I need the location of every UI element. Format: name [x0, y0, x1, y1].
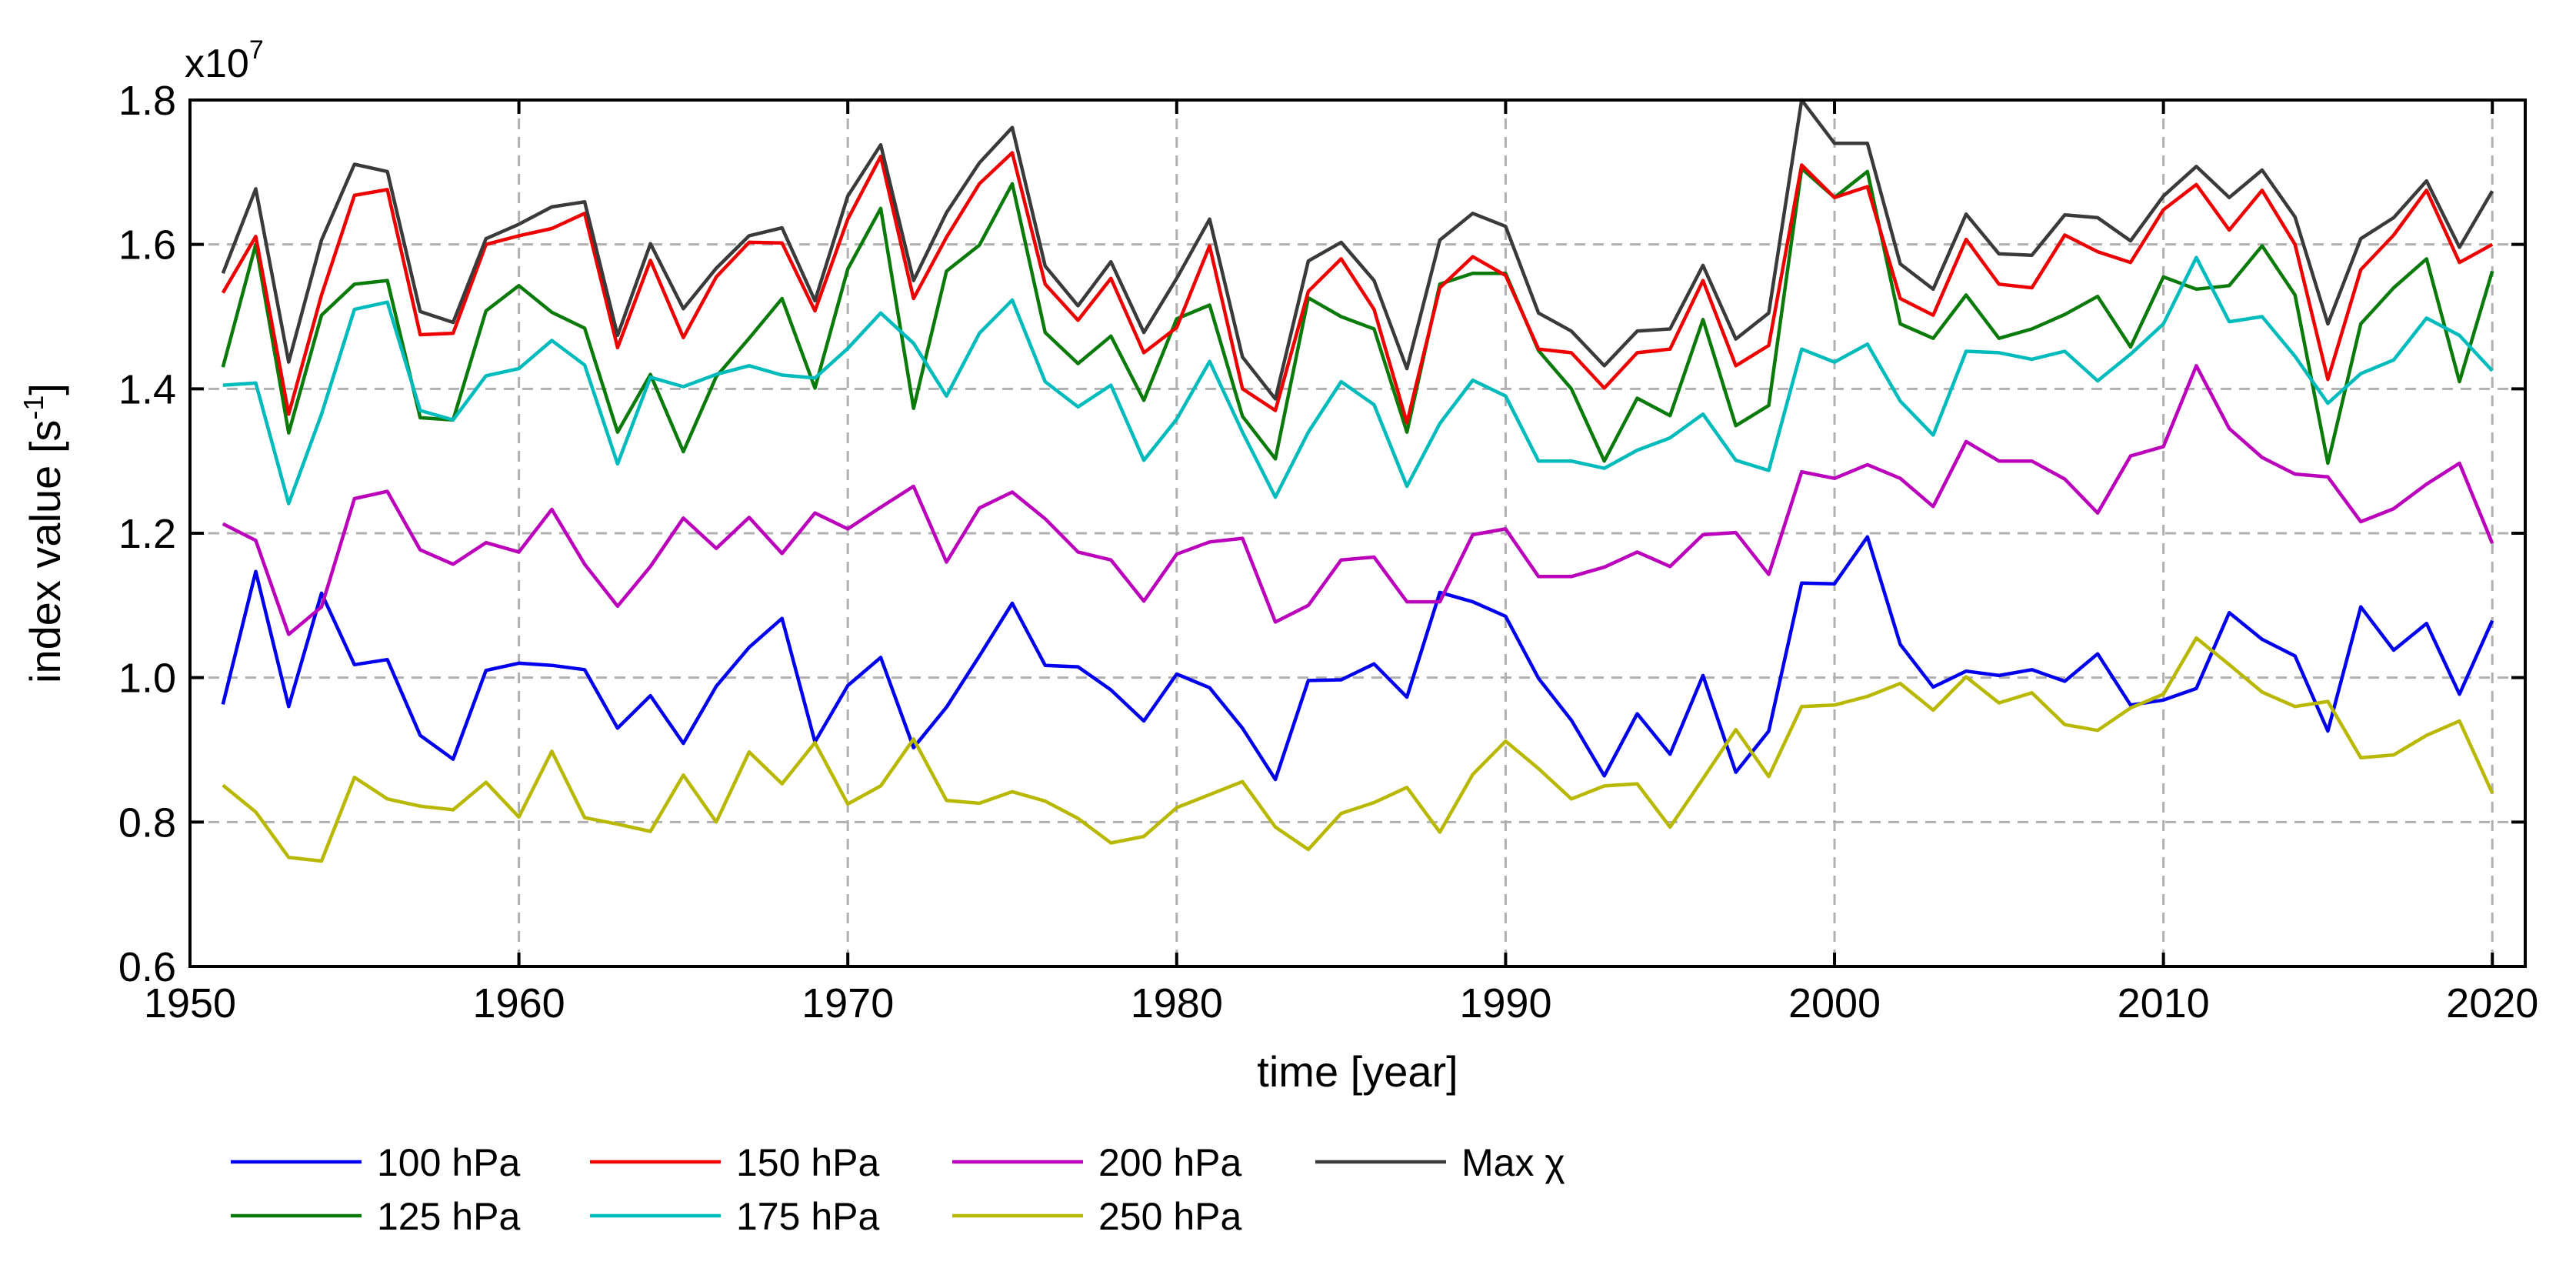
x-tick-label: 2020: [2446, 980, 2538, 1026]
axis-ticks: [188, 98, 2525, 968]
legend-label: 200 hPa: [1098, 1141, 1241, 1184]
y-tick-label: 1.2: [118, 511, 176, 557]
y-tick-label: 1.0: [118, 656, 176, 702]
series-line: [222, 364, 2494, 636]
x-tick-label: 1970: [801, 980, 894, 1026]
legend-label: 125 hPa: [377, 1195, 520, 1238]
x-tick-label: 2010: [2118, 980, 2210, 1026]
x-tick-label: 1950: [144, 980, 236, 1026]
series-lines: [221, 98, 2494, 863]
y-tick-label: 1.4: [118, 366, 176, 412]
series-line: [222, 636, 2494, 863]
y-axis-label-superscript: -1: [18, 396, 49, 420]
y-axis-label-end: ]: [21, 383, 69, 396]
legend-label: 175 hPa: [736, 1195, 879, 1238]
legend-label: Max χ: [1461, 1141, 1565, 1184]
series-line: [221, 166, 2494, 466]
series-line: [221, 151, 2494, 425]
x-tick-label: 1980: [1131, 980, 1223, 1026]
grid-lines: [190, 100, 2525, 966]
x-axis-label: time [year]: [1257, 1047, 1458, 1096]
legend-label: 150 hPa: [736, 1141, 879, 1184]
legend: 100 hPa 125 hPa 150 hPa 175 hPa 200 hPa 250 h…: [231, 1141, 1565, 1238]
series-line: [221, 535, 2494, 782]
legend-label: 250 hPa: [1098, 1195, 1241, 1238]
y-multiplier: x107: [185, 35, 264, 86]
series-line: [222, 255, 2494, 506]
y-axis-label-main: index value [s: [21, 420, 69, 683]
y-tick-label: 1.8: [118, 78, 176, 124]
series-line: [221, 98, 2494, 401]
y-multiplier-exponent: 7: [249, 35, 264, 65]
y-tick-label: 0.8: [118, 799, 176, 846]
y-tick-label: 1.6: [118, 222, 176, 269]
tick-labels: 0.6 0.8 1.0 1.2 1.4 1.6 1.8 1950 1960 1970 1980 199…: [118, 78, 2538, 1026]
x-tick-label: 1990: [1459, 980, 1551, 1026]
x-tick-label: 2000: [1788, 980, 1881, 1026]
y-tick-label: 0.6: [118, 944, 176, 990]
y-multiplier-base: x10: [185, 42, 249, 86]
y-axis-label: index value [s-1]: [18, 383, 69, 683]
legend-label: 100 hPa: [377, 1141, 520, 1184]
x-tick-label: 1960: [473, 980, 565, 1026]
